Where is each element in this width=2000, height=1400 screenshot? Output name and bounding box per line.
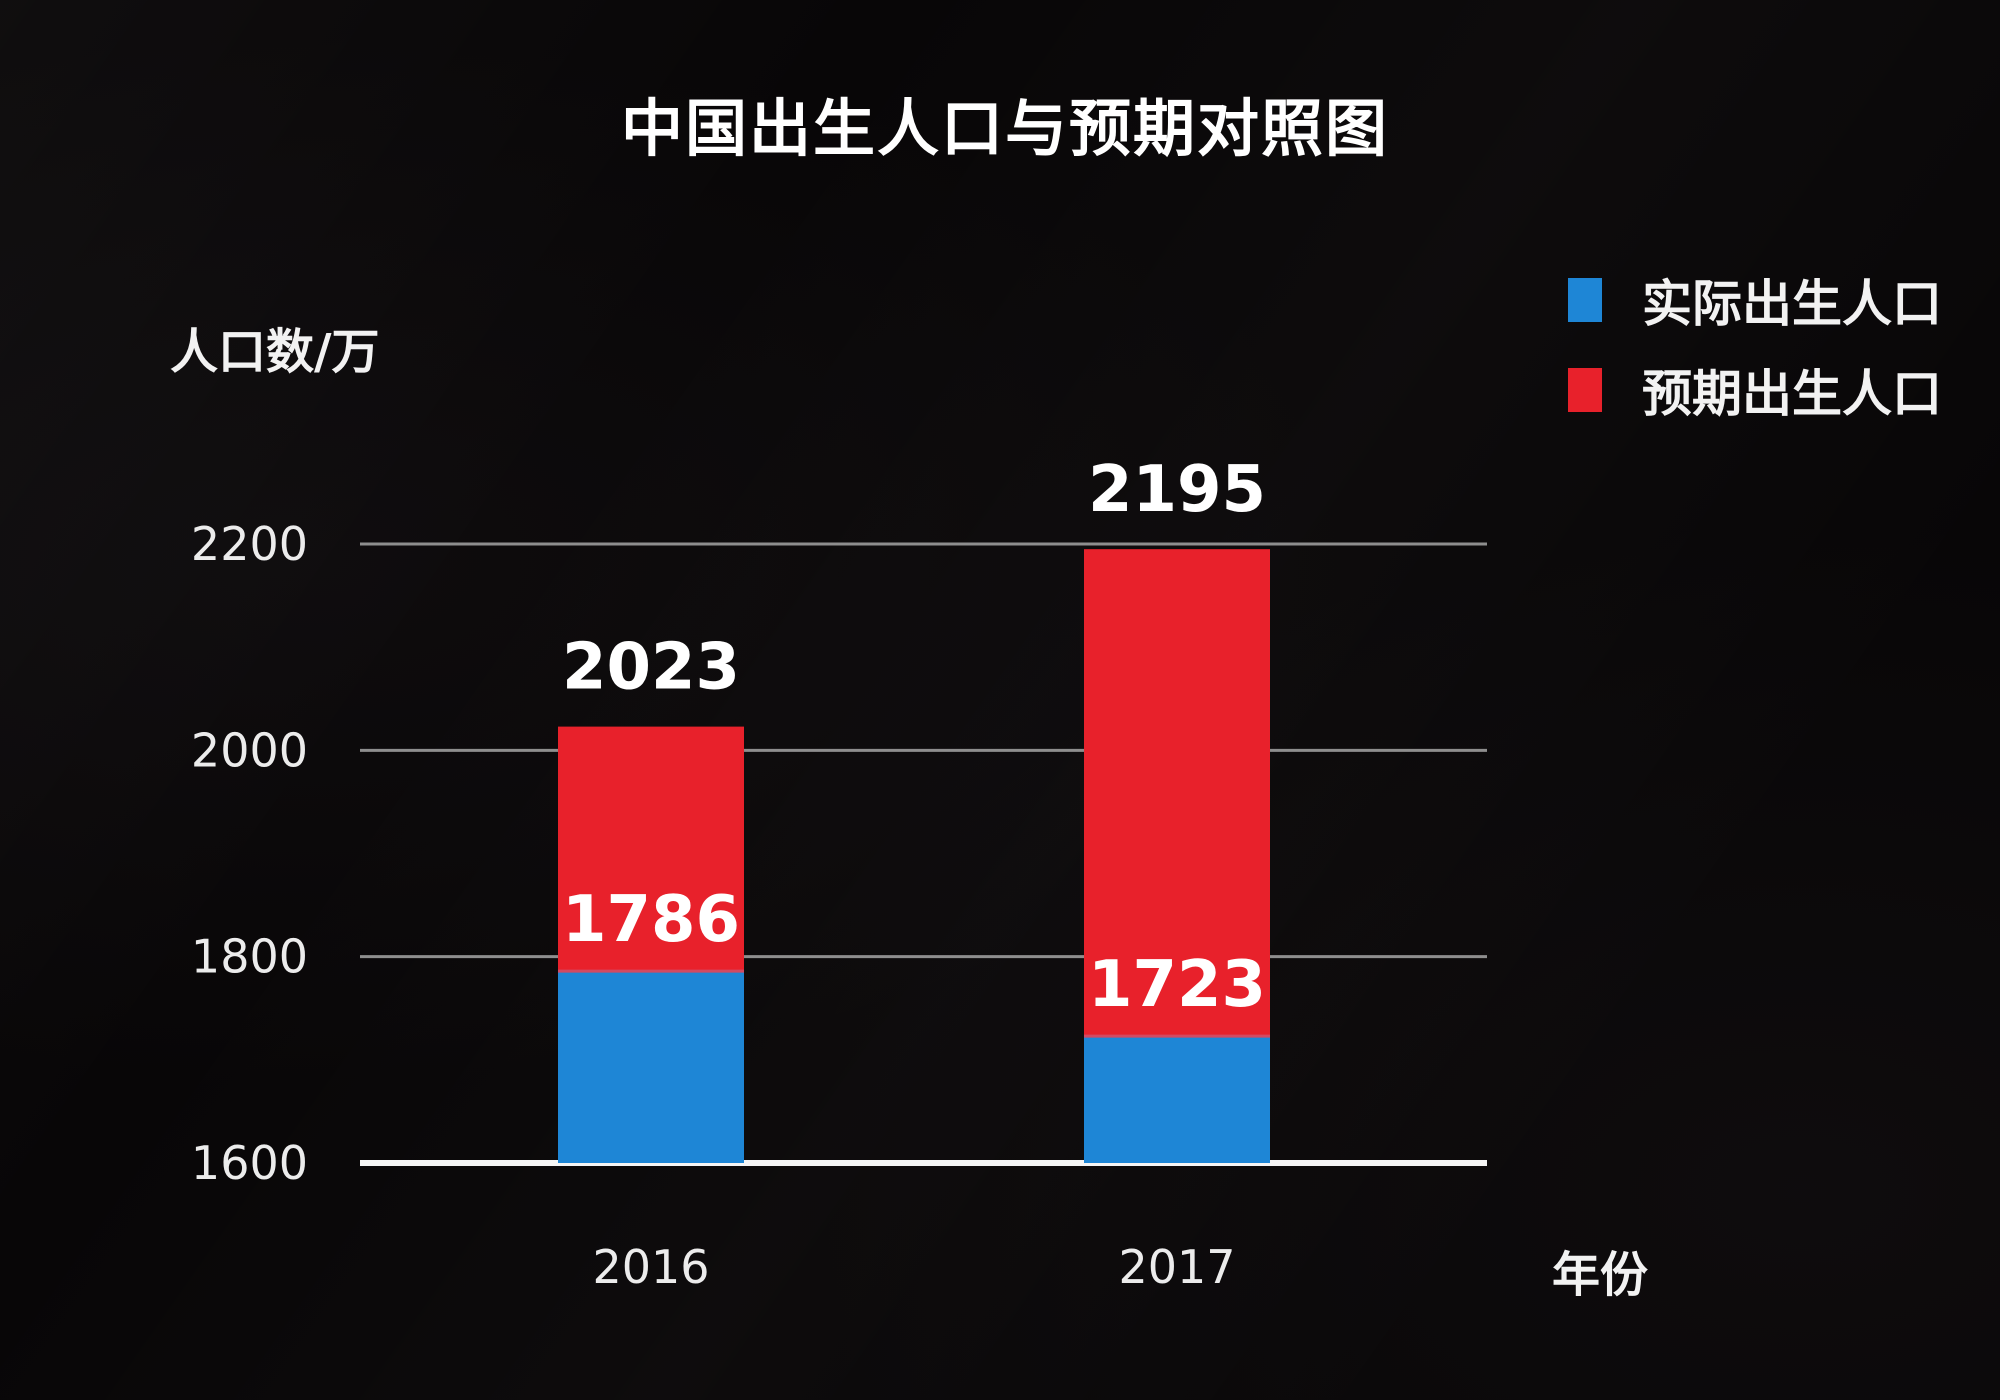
legend-item-expected: 预期出生人口 <box>1568 345 1942 435</box>
y-tick-label: 1800 <box>191 930 308 984</box>
legend-label-actual: 实际出生人口 <box>1642 275 1942 333</box>
data-label-actual-2017: 1723 <box>1088 948 1266 1022</box>
legend-swatch-actual <box>1568 278 1602 322</box>
y-axis-label: 人口数/万 <box>170 324 380 380</box>
x-tick-label: 2016 <box>592 1240 709 1294</box>
legend: 实际出生人口 预期出生人口 <box>1568 255 1942 435</box>
legend-label-expected: 预期出生人口 <box>1642 365 1942 423</box>
x-axis-label: 年份 <box>1552 1247 1649 1303</box>
data-label-actual-2016: 1786 <box>562 883 740 957</box>
data-label-expected-2016: 2023 <box>562 631 740 705</box>
bar-actual-2016 <box>558 971 744 1163</box>
bar-actual-2017 <box>1084 1036 1270 1163</box>
y-tick-label: 2000 <box>191 723 308 777</box>
x-tick-label: 2017 <box>1118 1240 1235 1294</box>
legend-item-actual: 实际出生人口 <box>1568 255 1942 345</box>
chart-title: 中国出生人口与预期对照图 <box>620 92 1389 165</box>
y-tick-label: 2200 <box>191 517 308 571</box>
legend-swatch-expected <box>1568 368 1602 412</box>
data-label-expected-2017: 2195 <box>1088 453 1266 527</box>
y-tick-label: 1600 <box>191 1136 308 1190</box>
